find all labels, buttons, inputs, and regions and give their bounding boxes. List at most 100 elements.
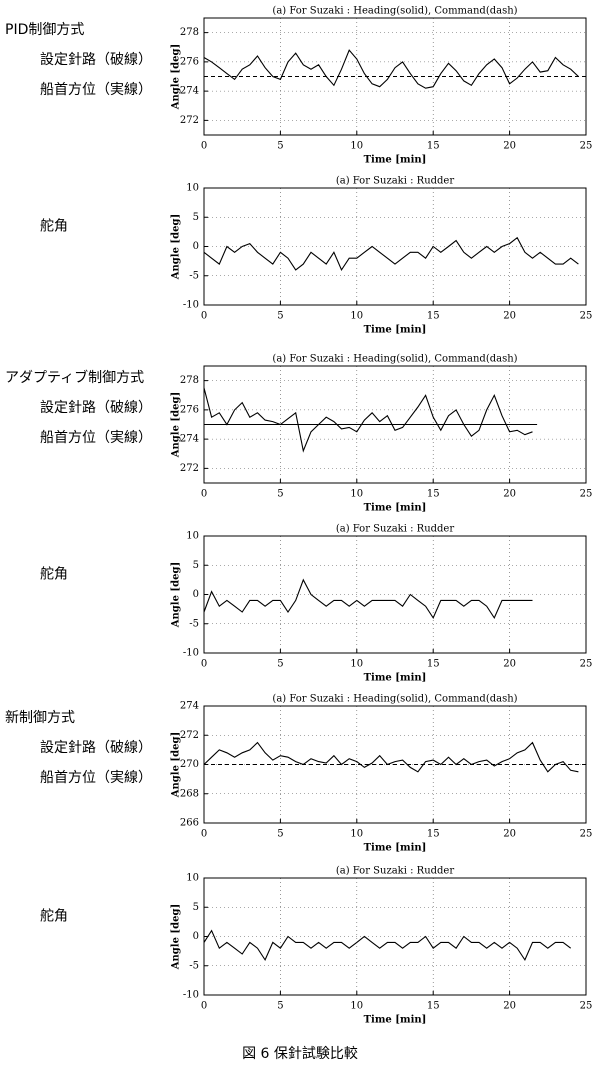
side-label: 舵角	[40, 909, 68, 925]
x-axis-label: Time [min]	[364, 1015, 427, 1026]
side-label: 船首方位（実線）	[40, 770, 152, 786]
y-tick-label: 276	[180, 404, 199, 415]
x-tick-label: 25	[580, 141, 593, 152]
y-tick-label: 272	[180, 115, 199, 126]
x-tick-label: 5	[277, 489, 283, 500]
x-tick-label: 20	[503, 141, 516, 152]
y-tick-label: -5	[189, 270, 199, 281]
side-label: 船首方位（実線）	[40, 430, 152, 446]
x-tick-label: 15	[427, 659, 440, 670]
data-line	[203, 49, 579, 89]
y-tick-label: 266	[180, 818, 199, 829]
side-label: 舵角	[40, 219, 68, 235]
chart-title: (a) For Suzaki : Heading(solid), Command…	[272, 694, 517, 705]
x-tick-label: 25	[580, 311, 593, 322]
x-tick-label: 5	[277, 659, 283, 670]
y-tick-label: 0	[193, 241, 199, 252]
y-tick-label: 5	[193, 902, 199, 913]
y-tick-label: 10	[186, 873, 199, 884]
y-axis-label: Angle [deg]	[171, 562, 182, 628]
y-tick-label: 10	[186, 183, 199, 194]
y-tick-label: 5	[193, 560, 199, 571]
x-tick-label: 5	[277, 1001, 283, 1012]
y-axis-label: Angle [deg]	[171, 904, 182, 970]
x-axis-label: Time [min]	[364, 843, 427, 854]
y-tick-label: -5	[189, 960, 199, 971]
data-line	[203, 929, 572, 962]
data-line	[203, 578, 533, 620]
x-tick-label: 5	[277, 829, 283, 840]
y-tick-label: 270	[180, 759, 199, 770]
y-tick-label: 10	[186, 531, 199, 542]
x-tick-label: 10	[350, 489, 363, 500]
y-tick-label: 278	[180, 375, 199, 386]
x-tick-label: 15	[427, 311, 440, 322]
y-tick-label: 268	[180, 788, 199, 799]
x-tick-label: 15	[427, 829, 440, 840]
y-tick-label: -10	[183, 300, 199, 311]
x-tick-label: 0	[201, 489, 207, 500]
x-tick-label: 15	[427, 489, 440, 500]
x-axis-label: Time [min]	[364, 673, 427, 684]
y-tick-label: -5	[189, 618, 199, 629]
x-tick-label: 25	[580, 659, 593, 670]
side-label: 船首方位（実線）	[40, 82, 152, 98]
y-axis-label: Angle [deg]	[171, 214, 182, 280]
plot-frame	[203, 535, 587, 654]
x-tick-label: 20	[503, 489, 516, 500]
side-label: 新制御方式	[5, 710, 75, 726]
side-label: 舵角	[40, 567, 68, 583]
x-tick-label: 10	[350, 659, 363, 670]
x-tick-label: 25	[580, 489, 593, 500]
chart-title: (a) For Suzaki : Heading(solid), Command…	[272, 6, 517, 17]
y-axis-label: Angle [deg]	[171, 392, 182, 458]
y-tick-label: 274	[180, 86, 199, 97]
side-label: 設定針路（破線）	[40, 52, 152, 68]
chart-title: (a) For Suzaki : Rudder	[336, 524, 455, 535]
y-tick-label: 5	[193, 212, 199, 223]
data-line	[203, 741, 579, 773]
side-label: アダプティブ制御方式	[5, 369, 144, 386]
x-tick-label: 10	[350, 141, 363, 152]
x-tick-label: 15	[427, 141, 440, 152]
y-tick-label: 278	[180, 27, 199, 38]
side-label: PID制御方式	[5, 22, 84, 38]
x-tick-label: 20	[503, 659, 516, 670]
y-tick-label: 274	[180, 701, 199, 712]
caption: 図 6 保針試験比較	[242, 1046, 358, 1062]
y-tick-label: 0	[193, 931, 199, 942]
x-tick-label: 0	[201, 659, 207, 670]
x-tick-label: 10	[350, 311, 363, 322]
y-axis-label: Angle [deg]	[171, 44, 182, 110]
side-label: 設定針路（破線）	[40, 740, 152, 756]
x-tick-label: 15	[427, 1001, 440, 1012]
data-line	[203, 236, 579, 272]
x-axis-label: Time [min]	[364, 503, 427, 514]
x-tick-label: 20	[503, 311, 516, 322]
x-tick-label: 25	[580, 1001, 593, 1012]
data-line	[203, 387, 533, 453]
x-tick-label: 0	[201, 311, 207, 322]
x-tick-label: 25	[580, 829, 593, 840]
y-tick-label: 272	[180, 730, 199, 741]
chart-title: (a) For Suzaki : Rudder	[336, 866, 455, 877]
plot-frame	[203, 877, 587, 996]
y-tick-label: 276	[180, 56, 199, 67]
plot-frame	[203, 187, 587, 306]
x-tick-label: 0	[201, 141, 207, 152]
y-axis-label: Angle [deg]	[171, 732, 182, 798]
y-tick-label: 0	[193, 589, 199, 600]
x-axis-label: Time [min]	[364, 325, 427, 336]
x-tick-label: 0	[201, 829, 207, 840]
y-tick-label: -10	[183, 990, 199, 1001]
y-tick-label: 272	[180, 463, 199, 474]
chart-title: (a) For Suzaki : Rudder	[336, 176, 455, 187]
y-tick-label: -10	[183, 648, 199, 659]
x-tick-label: 5	[277, 311, 283, 322]
x-tick-label: 10	[350, 829, 363, 840]
x-tick-label: 20	[503, 829, 516, 840]
x-tick-label: 0	[201, 1001, 207, 1012]
x-tick-label: 10	[350, 1001, 363, 1012]
